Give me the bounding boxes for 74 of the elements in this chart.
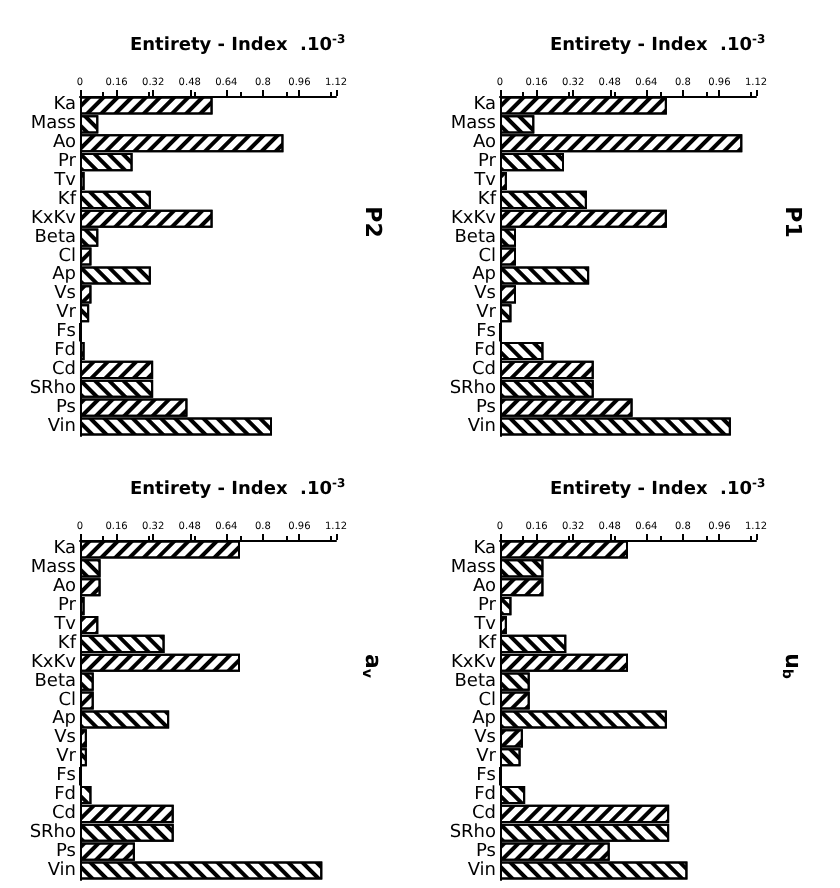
y-tick-label: Mass <box>450 558 497 579</box>
y-tick-label: Ap <box>472 709 497 730</box>
y-tick-label: Pr <box>58 596 77 617</box>
y-tick-label: Kf <box>57 189 78 210</box>
y-tick-label: Beta <box>454 671 496 692</box>
y-tick-label: Ka <box>53 539 76 560</box>
y-tick-label: Vr <box>56 747 77 768</box>
y-tick-label: SRho <box>29 378 77 399</box>
y-tick-label: Fd <box>54 785 76 805</box>
y-tick-label: Vs <box>474 728 497 749</box>
y-tick-label: Tv <box>52 171 78 191</box>
y-tick-label: Tv <box>472 171 498 191</box>
y-tick-label: Vr <box>476 303 497 324</box>
y-tick-label: Fs <box>56 766 77 787</box>
y-tick-label: Beta <box>34 227 76 248</box>
y-tick-label: Ka <box>473 539 496 560</box>
y-tick-label: Vs <box>474 284 497 305</box>
y-tick-label: Beta <box>454 227 496 248</box>
y-tick-label: Ps <box>476 397 497 418</box>
y-tick-label: Cd <box>472 803 496 824</box>
y-tick-label: Mass <box>30 114 77 135</box>
y-tick-label: Fs <box>56 322 77 343</box>
y-tick-label: Vin <box>467 860 496 881</box>
y-tick-label: Fs <box>476 766 497 787</box>
y-tick-label: Kf <box>57 633 78 654</box>
y-tick-label: Ka <box>53 95 76 116</box>
y-tick-label: KxKv <box>451 208 498 229</box>
y-tick-label: Tv <box>52 615 78 635</box>
y-tick-label: Ps <box>56 841 77 862</box>
y-tick-label: Kf <box>477 189 498 210</box>
y-tick-label: KxKv <box>31 652 78 673</box>
y-tick-label: Ao <box>52 133 77 154</box>
y-tick-label: Vr <box>56 303 77 324</box>
text: P2 <box>360 206 386 238</box>
y-tick-label: Fd <box>474 341 496 361</box>
y-tick-label: Vr <box>476 747 497 768</box>
y-tick-label: Mass <box>30 558 77 579</box>
y-tick-label: Ap <box>52 265 77 286</box>
y-tick-label: Kf <box>477 633 498 654</box>
text: P1 <box>780 206 806 238</box>
y-tick-label: KxKv <box>451 652 498 673</box>
y-tick-label: Ao <box>472 577 497 598</box>
y-tick-label: Vin <box>47 416 76 437</box>
y-tick-label: Fs <box>476 322 497 343</box>
y-tick-label: Vs <box>54 284 77 305</box>
y-tick-label: Ap <box>52 709 77 730</box>
y-tick-label: Tv <box>472 615 498 635</box>
y-tick-label: Vin <box>47 860 76 881</box>
y-tick-label: Cd <box>52 359 76 380</box>
y-tick-label: Ps <box>56 397 77 418</box>
y-tick-label: Ao <box>472 133 497 154</box>
y-tick-label: KxKv <box>31 208 78 229</box>
y-tick-label: Cl <box>478 246 496 267</box>
y-tick-label: Cl <box>58 246 76 267</box>
y-tick-label: Mass <box>450 114 497 135</box>
y-tick-label: Cd <box>52 803 76 824</box>
y-tick-label: Cl <box>58 690 76 711</box>
y-tick-label: Ao <box>52 577 77 598</box>
y-tick-label: SRho <box>29 822 77 843</box>
y-tick-label: Vs <box>54 728 77 749</box>
y-tick-label: Ap <box>472 265 497 286</box>
y-tick-label: Pr <box>478 596 497 617</box>
y-tick-label: Fd <box>474 785 496 805</box>
y-tick-label: SRho <box>449 822 497 843</box>
y-tick-label: Vin <box>467 416 496 437</box>
y-tick-label: Pr <box>478 152 497 173</box>
y-tick-label: Cd <box>472 359 496 380</box>
y-tick-label: Fd <box>54 341 76 361</box>
y-tick-label: Beta <box>34 671 76 692</box>
y-tick-label: Ka <box>473 95 496 116</box>
y-tick-label: Pr <box>58 152 77 173</box>
y-tick-label: Cl <box>478 690 496 711</box>
y-tick-label: SRho <box>449 378 497 399</box>
y-tick-label: Ps <box>476 841 497 862</box>
